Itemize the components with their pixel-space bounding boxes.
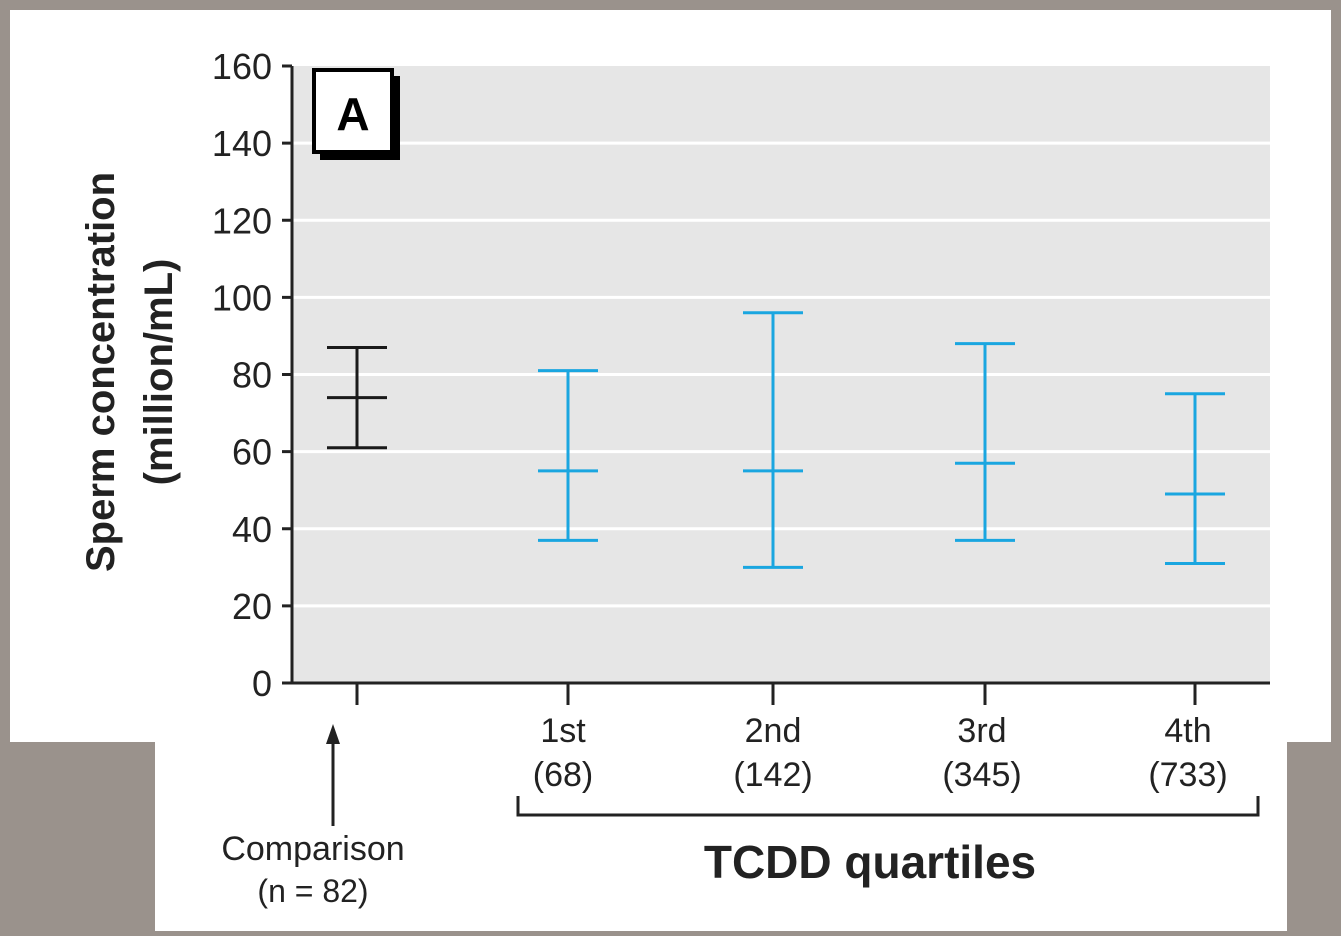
comparison-label: Comparison xyxy=(221,830,404,868)
x-category-label-2: 2nd xyxy=(745,712,802,750)
x-category-label-1: 1st xyxy=(540,712,586,750)
y-axis-title: Sperm concentration (million/mL) xyxy=(79,172,181,572)
comparison-annotation: Comparison (n = 82) xyxy=(221,724,405,909)
x-category-sublabel-1: (68) xyxy=(533,756,593,794)
y-tick-label-80: 80 xyxy=(232,355,272,396)
panel-label: A xyxy=(336,88,369,140)
error-bars xyxy=(327,311,1225,569)
y-axis-title-line2: (million/mL) xyxy=(137,259,181,486)
comparison-error-bar xyxy=(327,346,387,450)
y-tick-label-100: 100 xyxy=(212,277,272,318)
panel-label-box: A xyxy=(312,68,400,160)
x-category-sublabel-4: (733) xyxy=(1148,756,1227,794)
y-tick-labels: 0 20 40 60 80 100 120 140 160 xyxy=(212,46,292,704)
figure-background-bottom xyxy=(155,735,1287,931)
y-tick-label-120: 120 xyxy=(212,200,272,241)
x-category-sublabel-3: (345) xyxy=(942,756,1021,794)
x-axis-title: TCDD quartiles xyxy=(704,836,1036,888)
quartile-1-error-bar xyxy=(538,369,598,542)
quartile-4-error-bar xyxy=(1165,392,1225,565)
quartile-2-error-bar xyxy=(743,311,803,569)
y-tick-label-40: 40 xyxy=(232,509,272,550)
y-tick-label-160: 160 xyxy=(212,46,272,87)
x-category-label-4: 4th xyxy=(1164,712,1211,750)
quartile-3-error-bar xyxy=(955,342,1015,542)
x-category-labels: 1st (68) 2nd (142) 3rd (345) 4th (733) xyxy=(533,712,1228,794)
grid-lines xyxy=(292,141,1270,608)
y-tick-label-0: 0 xyxy=(252,663,272,704)
quartiles-bracket xyxy=(516,796,1260,817)
comparison-sublabel: (n = 82) xyxy=(257,873,368,909)
y-tick-label-20: 20 xyxy=(232,586,272,627)
x-category-label-3: 3rd xyxy=(957,712,1006,750)
comparison-arrowhead xyxy=(326,724,340,744)
x-category-sublabel-2: (142) xyxy=(733,756,812,794)
y-tick-label-140: 140 xyxy=(212,123,272,164)
y-tick-label-60: 60 xyxy=(232,432,272,473)
y-axis-title-line1: Sperm concentration xyxy=(79,172,123,572)
